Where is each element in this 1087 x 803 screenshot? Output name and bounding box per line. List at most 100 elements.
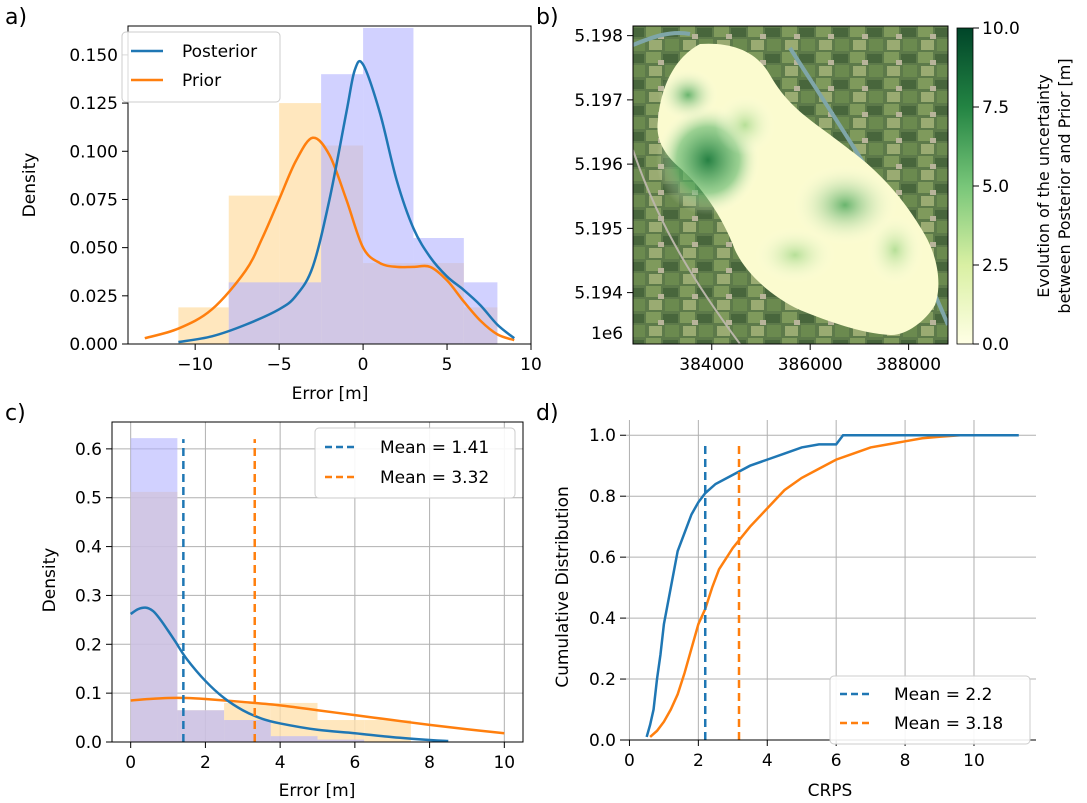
panel-a-label: a) [5,5,27,30]
panel-d-legend-box [829,675,1031,745]
colorbar-tick-label: 2.5 [982,256,1009,276]
panel-b-frame [632,25,949,345]
panel-b-x-ticks: 384000 386000 388000 [679,344,941,375]
panel-a-legend: Posterior Prior [121,31,281,103]
panel-d-label: d) [536,401,559,426]
panel-d-y-ticks: 0.0 0.2 0.4 0.6 0.8 1.0 [589,426,626,751]
panel-b: b) 384000 386000 388000 5.1985.1975.1965.1… [536,5,1074,375]
panel-a-y-axis-label: Density [20,153,40,218]
panel-d-legend-label-prior: Mean = 3.18 [894,714,1003,734]
panel-d-x-tick-label: 8 [900,751,911,771]
panel-b-y-offset-label: 1e6 [591,324,623,344]
panel-a-y-tick-label: 0.050 [69,239,118,259]
kde-line-prior [130,696,505,735]
panel-b-x-tick-label: 386000 [778,355,843,375]
panel-a-y-tick-label: 0.000 [69,335,118,355]
panel-d: d) 0 2 4 6 8 10 0.0 0.2 0.4 0.6 0.8 1.0 CRPS Cumul… [536,401,1036,801]
panel-c-y-tick-label: 0.5 [75,489,102,509]
panel-b-hotspot-south [755,227,835,283]
panel-c-y-tick-label: 0.0 [75,733,102,753]
panel-c-y-tick-label: 0.1 [75,684,102,704]
panel-b-x-tick-label: 388000 [876,355,941,375]
panel-a-legend-box [121,31,281,103]
panel-b-y-tick-label: 5.195 [574,219,623,239]
colorbar-gradient [956,27,974,345]
panel-c-frame [111,421,524,743]
panel-d-x-ticks: 0 2 4 6 8 10 [624,740,985,771]
colorbar-ticks: 10.0 7.5 5.0 2.5 0.0 [973,19,1020,355]
panel-c-y-tick-label: 0.6 [75,440,102,460]
panel-c: c) 0 2 4 6 8 10 0.0 0.1 0.2 0.3 0.4 0.5 0.6 Error [… [5,401,524,801]
panel-a-frame [127,25,532,345]
hist-bar-posterior [363,27,414,344]
panel-b-colorbar: 10.0 7.5 5.0 2.5 0.0 Evolution of the uncert… [956,19,1074,355]
panel-b-y-tick-label: 5.197 [574,91,623,111]
kde-line-posterior [129,606,449,743]
hist-bar-posterior [463,282,498,344]
hist-bar-posterior [279,282,322,344]
panel-d-y-tick-label: 0.8 [589,487,616,507]
panel-d-y-tick-label: 0.6 [589,548,616,568]
panel-c-legend-box [314,427,516,499]
panel-c-x-tick-label: 0 [125,753,136,773]
panel-b-y-tick-label: 5.194 [574,284,623,304]
panel-d-x-tick-label: 4 [762,751,773,771]
cdf-line-prior [649,433,961,738]
panel-b-label: b) [536,5,559,30]
hist-bar-posterior [317,739,365,742]
hist-bar-posterior [177,710,225,742]
colorbar-tick-label: 5.0 [982,177,1009,197]
panel-d-x-tick-label: 6 [831,751,842,771]
panel-d-legend-label-posterior: Mean = 2.2 [894,685,992,705]
panel-a-x-tick-label: 0 [358,355,369,375]
panel-b-x-tick-label: 384000 [679,355,744,375]
panel-c-y-tick-label: 0.2 [75,635,102,655]
panel-a-y-tick-label: 0.075 [69,190,118,210]
panel-d-y-tick-label: 1.0 [589,426,616,446]
panel-d-y-tick-label: 0.2 [589,670,616,690]
panel-d-plot-area [645,433,1019,740]
kde-line-prior [144,136,515,342]
panel-a-legend-label-prior: Prior [182,71,221,91]
panel-a-x-tick-label: −10 [177,355,213,375]
panel-c-x-tick-label: 6 [349,753,360,773]
panel-d-x-tick-label: 10 [963,751,985,771]
panel-b-road [633,149,741,344]
colorbar-tick-label: 7.5 [982,98,1009,118]
hist-bar-posterior [224,720,271,742]
panel-a-x-axis-label: Error [m] [292,384,369,404]
panel-b-y-tick-label: 5.198 [574,27,623,47]
panel-a-y-tick-label: 0.100 [69,142,118,162]
cdf-line-posterior [645,433,1019,738]
panel-c-x-tick-label: 4 [275,753,286,773]
panel-c-legend: Mean = 1.41 Mean = 3.32 [314,427,516,499]
panel-d-y-axis-label: Cumulative Distribution [553,486,573,688]
panel-c-x-tick-label: 2 [200,753,211,773]
panel-b-hotspot-center [793,165,897,245]
panel-a-x-ticks: −10 −5 0 5 10 [177,344,542,375]
panel-c-legend-label-prior: Mean = 3.32 [380,468,489,488]
panel-b-hotspot-east [867,215,923,285]
panel-b-hotspot-northwest [658,69,718,121]
panel-c-y-axis-label: Density [40,548,60,613]
panel-a-plot-area [144,27,515,344]
panel-a-legend-label-posterior: Posterior [182,42,257,62]
panel-a-y-tick-label: 0.125 [69,94,118,114]
panel-c-label: c) [5,401,26,426]
panel-d-legend: Mean = 2.2 Mean = 3.18 [829,675,1031,745]
colorbar-tick-label: 10.0 [982,19,1020,39]
panel-b-y-ticks: 5.198 5.197 5.196 5.195 5.194 [574,27,633,304]
panel-c-x-axis-label: Error [m] [279,781,356,801]
panel-a-y-tick-label: 0.150 [69,46,118,66]
panel-d-x-tick-label: 2 [693,751,704,771]
hist-bar-posterior [270,736,318,742]
panel-a: a) −10 −5 0 5 10 0.0000.0250.0500.0750.1000.… [5,5,542,404]
colorbar-label-line1: Evolution of the uncertainty [1034,74,1053,297]
panel-c-legend-label-posterior: Mean = 1.41 [380,438,489,458]
panel-a-y-ticks: 0.000 0.025 0.050 0.075 0.100 0.125 0.150 [69,46,128,355]
panel-b-hotspot-north [715,95,775,155]
panel-a-x-tick-label: −5 [267,355,292,375]
panel-c-y-tick-label: 0.4 [75,538,102,558]
panel-a-y-tick-label: 0.025 [69,287,118,307]
panel-c-y-tick-label: 0.3 [75,586,102,606]
